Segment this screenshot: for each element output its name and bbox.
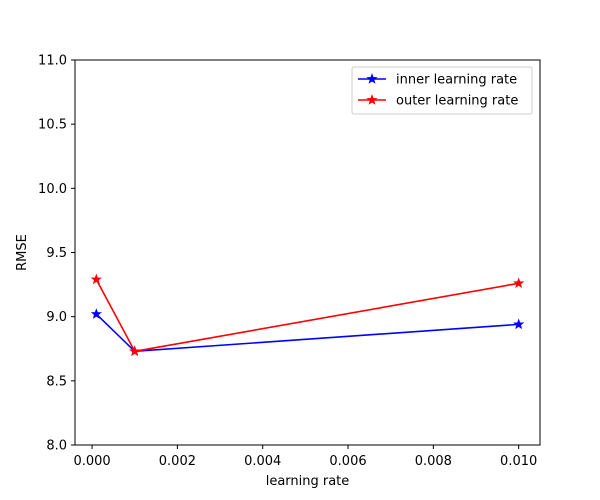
y-tick-label: 8.0: [46, 439, 67, 454]
x-tick-label: 0.008: [415, 454, 452, 469]
y-axis-label: RMSE: [15, 234, 30, 271]
legend-star-marker: [366, 94, 378, 105]
legend: inner learning rate outer learning rate: [351, 66, 533, 115]
y-tick-label: 11.0: [38, 54, 67, 69]
series-1: [90, 308, 525, 357]
data-point-star-marker: [129, 345, 141, 357]
series-2: [90, 273, 525, 357]
x-tick-label: 0.004: [244, 454, 281, 469]
x-tick-label: 0.002: [159, 454, 196, 469]
legend-box: [351, 66, 533, 115]
data-point-star-marker: [90, 308, 102, 319]
y-tick-label: 9.0: [46, 310, 67, 325]
y-tick-label: 10.0: [38, 182, 67, 197]
plot-area: [74, 59, 541, 446]
legend-entry-label: outer learning rate: [396, 94, 518, 109]
y-tick-label: 9.5: [46, 246, 67, 261]
x-tick-label: 0.000: [73, 454, 110, 469]
x-axis-label: learning rate: [266, 474, 350, 489]
plot-frame: [74, 59, 541, 446]
series-line: [95, 313, 519, 353]
legend-entry-label: inner learning rate: [396, 73, 517, 88]
data-point-star-marker: [90, 273, 102, 285]
x-axis: 0.000 0.002 0.004 0.006 0.008 0.010: [73, 445, 537, 469]
data-point-star-marker: [513, 318, 525, 330]
x-tick-label: 0.010: [500, 454, 537, 469]
x-tick-label: 0.006: [329, 454, 366, 469]
y-tick-label: 10.5: [38, 118, 67, 133]
data-point-star-marker: [513, 277, 525, 289]
y-axis: 8.0 8.5 9.0 9.5 10.0 10.5 11.0: [38, 54, 75, 454]
series-layer: [90, 273, 525, 357]
series-line: [95, 279, 519, 353]
y-tick-label: 8.5: [46, 374, 67, 389]
legend-star-marker: [366, 73, 378, 84]
